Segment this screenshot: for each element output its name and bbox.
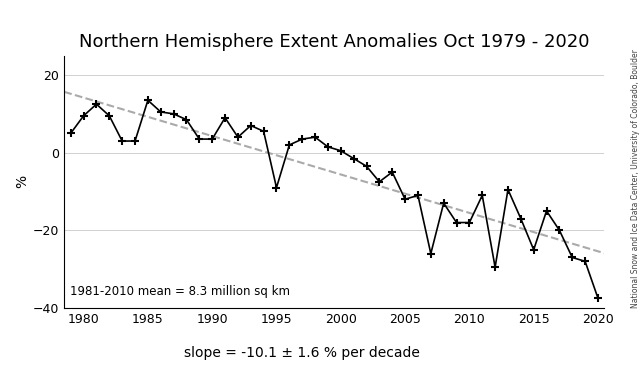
Text: 1981-2010 mean = 8.3 million sq km: 1981-2010 mean = 8.3 million sq km (69, 285, 290, 298)
Y-axis label: %: % (15, 175, 29, 188)
Text: slope = -10.1 ± 1.6 % per decade: slope = -10.1 ± 1.6 % per decade (185, 346, 420, 360)
Text: National Snow and Ice Data Center, University of Colorado, Boulder: National Snow and Ice Data Center, Unive… (631, 49, 640, 308)
Title: Northern Hemisphere Extent Anomalies Oct 1979 - 2020: Northern Hemisphere Extent Anomalies Oct… (79, 33, 590, 51)
